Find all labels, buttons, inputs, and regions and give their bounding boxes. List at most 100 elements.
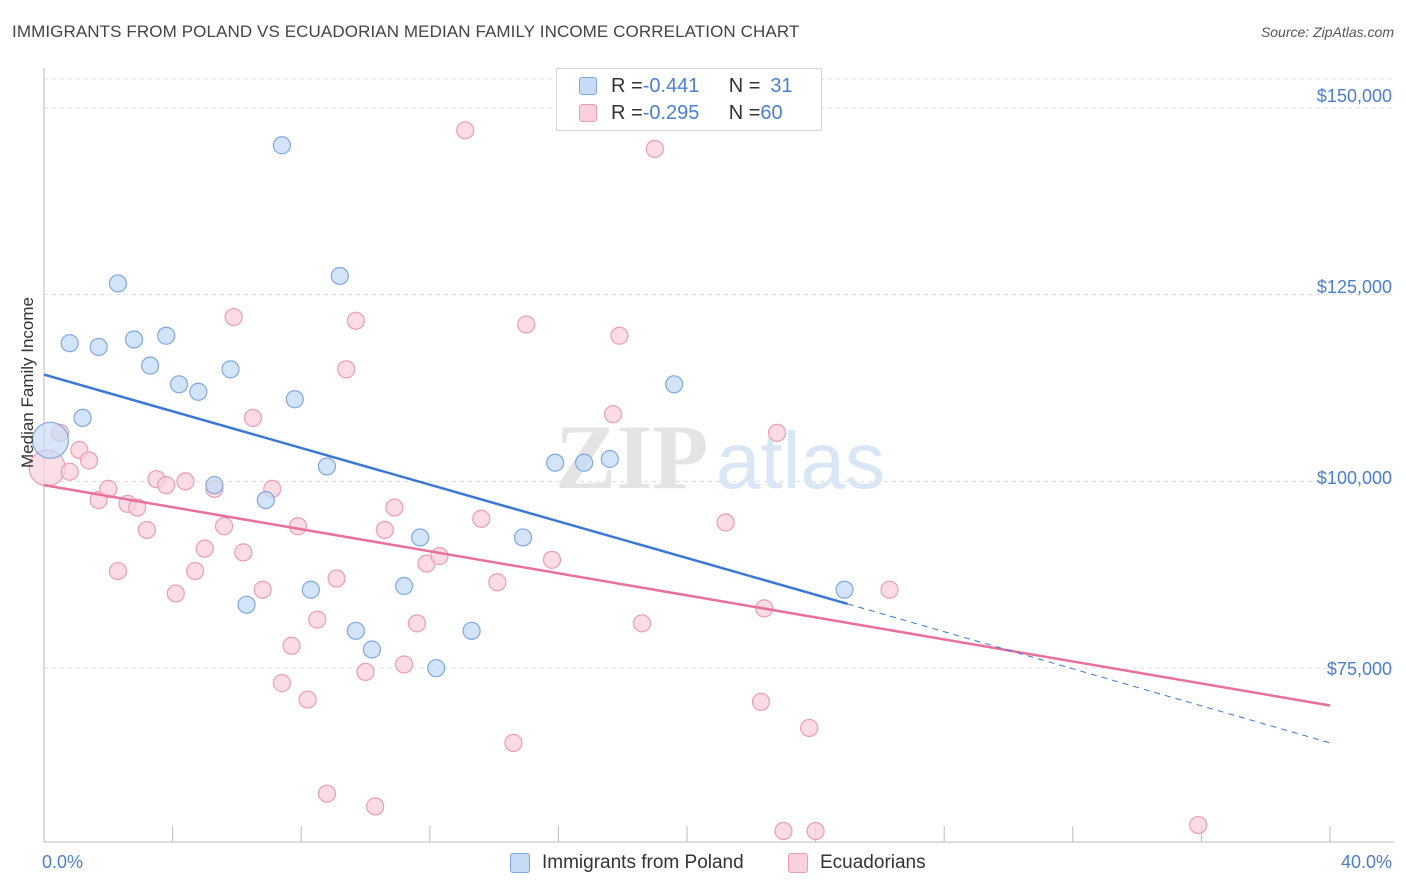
ecuadorian-point-29 xyxy=(317,784,337,803)
legend-swatch-ecuadorians xyxy=(788,853,808,873)
poland-trendline xyxy=(43,373,849,606)
legend-r-value: -0.441 xyxy=(642,74,700,97)
poland-point-0 xyxy=(31,421,70,459)
ecuadorian-point-33 xyxy=(356,662,375,682)
legend-label-poland: Immigrants from Poland xyxy=(542,852,744,873)
ecuadorian-point-41 xyxy=(456,121,475,140)
ecuadorian-point-54 xyxy=(767,423,787,442)
legend-swatch-poland xyxy=(579,77,597,95)
poland-point-21 xyxy=(394,576,414,596)
ecuadorian-point-58 xyxy=(880,580,899,599)
legend-swatch-ecuadorians xyxy=(579,104,597,122)
ecuadorian-point-24 xyxy=(272,674,292,693)
legend-r-label: R = xyxy=(611,101,643,124)
ecuadorian-point-13 xyxy=(166,584,185,603)
poland-point-20 xyxy=(362,640,382,659)
ecuadorian-trendline xyxy=(43,483,1331,707)
ecuadorian-point-36 xyxy=(385,498,404,517)
poland-point-24 xyxy=(462,621,481,640)
poland-point-28 xyxy=(600,449,619,469)
ecuadorian-point-43 xyxy=(488,573,507,592)
ecuadorian-point-57 xyxy=(806,821,825,841)
ecuadorian-point-46 xyxy=(542,550,562,569)
poland-point-16 xyxy=(301,580,320,599)
ecuadorian-point-47 xyxy=(603,405,623,424)
y-tick-label-100k: $100,000 xyxy=(1316,468,1392,488)
ecuadorian-point-28 xyxy=(308,610,327,629)
x-tick-label-max: 40.0% xyxy=(1340,852,1392,872)
ecuadorian-point-34 xyxy=(366,797,385,816)
poland-point-18 xyxy=(330,266,349,286)
x-tick-label-min: 0.0% xyxy=(42,852,84,872)
ecuadorian-point-19 xyxy=(224,307,243,327)
ecuadorian-point-35 xyxy=(375,520,394,540)
poland-point-9 xyxy=(189,382,208,401)
ecuadorian-point-15 xyxy=(186,561,205,581)
ecuadorian-point-56 xyxy=(800,718,819,738)
poland-point-15 xyxy=(285,390,304,409)
stats-legend: R = -0.441 N = 31 R = -0.295 N = 60 xyxy=(556,68,822,131)
ecuadorian-point-2 xyxy=(60,462,79,481)
ecuadorian-point-55 xyxy=(774,821,793,841)
ecuadorian-point-42 xyxy=(472,509,491,528)
legend-r-label: R = xyxy=(611,74,643,97)
ecuadorian-point-22 xyxy=(253,580,272,599)
ecuadorian-point-50 xyxy=(645,139,664,159)
ecuadorian-point-7 xyxy=(108,561,128,581)
ecuadorian-point-59 xyxy=(1189,815,1208,835)
ecuadorian-point-44 xyxy=(504,733,523,752)
legend-r-value: -0.295 xyxy=(642,101,700,124)
y-axis-label: Median Family Income xyxy=(18,296,37,468)
poland-point-30 xyxy=(835,580,854,599)
ecuadorian-point-45 xyxy=(517,315,536,334)
poland-point-1 xyxy=(60,334,79,353)
ecuadorian-point-25 xyxy=(282,636,301,655)
legend-row-ecuadorians: R = -0.295 N = 60 xyxy=(579,100,783,126)
ecuadorian-point-26 xyxy=(288,517,308,536)
legend-n-value: 31 xyxy=(770,74,793,97)
ecuadorian-point-20 xyxy=(234,543,253,562)
poland-point-4 xyxy=(108,274,128,293)
poland-point-23 xyxy=(427,659,446,678)
y-tick-label-75k: $75,000 xyxy=(1326,659,1392,679)
poland-point-2 xyxy=(73,408,92,428)
chart-title: IMMIGRANTS FROM POLAND VS ECUADORIAN MED… xyxy=(12,22,800,41)
y-tick-label-125k: $125,000 xyxy=(1316,277,1392,297)
poland-point-10 xyxy=(205,476,224,495)
poland-point-13 xyxy=(256,490,275,510)
ecuadorian-point-38 xyxy=(407,614,427,633)
legend-n-label: N = xyxy=(728,74,761,97)
poland-point-22 xyxy=(411,528,430,547)
poland-point-12 xyxy=(237,595,256,614)
poland-point-27 xyxy=(575,453,594,472)
ecuadorian-point-51 xyxy=(716,513,735,532)
poland-point-3 xyxy=(89,337,108,357)
ecuadorian-point-10 xyxy=(137,520,156,540)
ecuadorian-point-14 xyxy=(176,472,195,491)
poland-point-25 xyxy=(513,528,533,547)
ecuadorian-point-4 xyxy=(79,451,99,470)
legend-label-ecuadorians: Ecuadorians xyxy=(820,852,926,873)
ecuadorian-point-32 xyxy=(346,311,365,330)
watermark-atlas: atlas xyxy=(716,416,885,505)
legend-n-value: 60 xyxy=(760,101,783,124)
poland-point-17 xyxy=(317,457,337,476)
ecuadorian-point-49 xyxy=(632,614,652,633)
legend-item-ecuadorians: Ecuadorians xyxy=(788,852,926,874)
poland-trendline-extension xyxy=(847,603,1331,744)
legend-item-poland: Immigrants from Poland xyxy=(510,852,744,874)
source-label: Source: ZipAtlas.com xyxy=(1260,24,1394,40)
poland-point-7 xyxy=(157,326,176,345)
y-tick-label-150k: $150,000 xyxy=(1316,86,1392,106)
ecuadorian-point-21 xyxy=(243,408,263,428)
ecuadorian-point-16 xyxy=(195,539,214,558)
ecuadorian-point-31 xyxy=(337,360,356,379)
poland-point-8 xyxy=(169,375,189,394)
poland-point-29 xyxy=(665,375,684,394)
poland-point-26 xyxy=(546,453,565,472)
poland-point-19 xyxy=(346,621,365,640)
ecuadorian-point-9 xyxy=(128,498,147,517)
series-legend: Immigrants from Poland Ecuadorians xyxy=(0,852,1406,878)
ecuadorian-point-30 xyxy=(327,569,346,588)
